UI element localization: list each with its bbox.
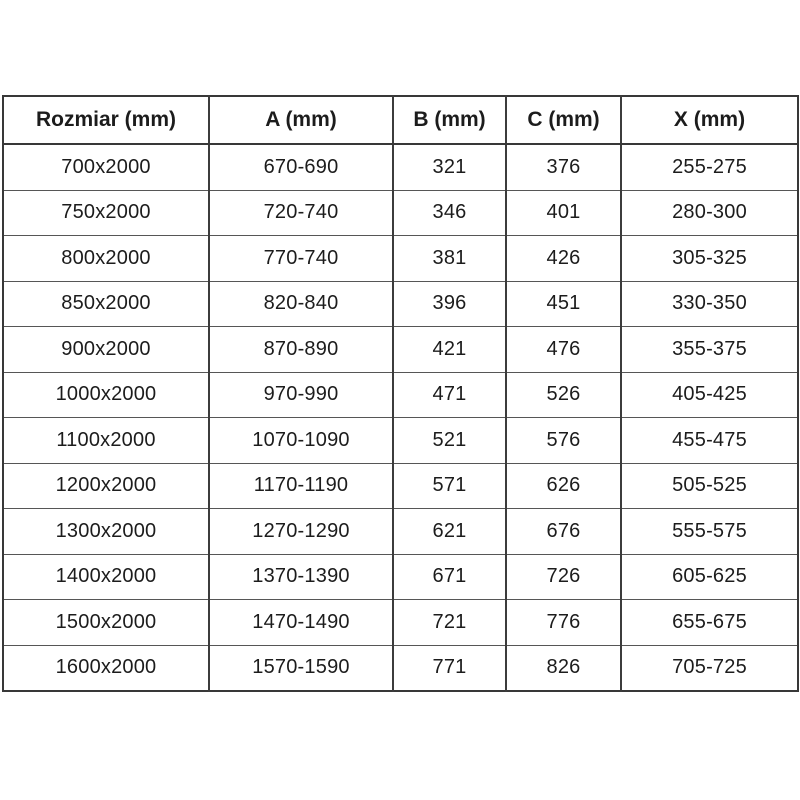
table-cell-a: 970-990	[208, 371, 394, 418]
table-cell-x: 280-300	[620, 189, 799, 236]
table-cell-c: 476	[505, 326, 622, 373]
table-row: 1100x2000 1070-1090 521 576 455-475	[2, 417, 799, 464]
table-cell-b: 421	[392, 326, 507, 373]
table-cell-rozmiar: 1400x2000	[2, 553, 210, 600]
table-cell-b: 621	[392, 508, 507, 555]
table-cell-x: 305-325	[620, 235, 799, 282]
table-cell-rozmiar: 1600x2000	[2, 644, 210, 692]
table-cell-c: 426	[505, 235, 622, 282]
header-cell-c: C (mm)	[505, 95, 622, 145]
table-row: 1400x2000 1370-1390 671 726 605-625	[2, 553, 799, 600]
header-cell-a: A (mm)	[208, 95, 394, 145]
table-cell-c: 776	[505, 599, 622, 646]
table-cell-x: 655-675	[620, 599, 799, 646]
table-cell-x: 505-525	[620, 462, 799, 509]
table-cell-b: 771	[392, 644, 507, 692]
table-cell-b: 346	[392, 189, 507, 236]
table-cell-x: 605-625	[620, 553, 799, 600]
table-cell-c: 826	[505, 644, 622, 692]
table-cell-a: 670-690	[208, 143, 394, 191]
table-cell-a: 1070-1090	[208, 417, 394, 464]
table-row: 850x2000 820-840 396 451 330-350	[2, 280, 799, 327]
table-cell-x: 355-375	[620, 326, 799, 373]
table-cell-x: 330-350	[620, 280, 799, 327]
table-cell-rozmiar: 1300x2000	[2, 508, 210, 555]
table-cell-a: 820-840	[208, 280, 394, 327]
table-cell-rozmiar: 850x2000	[2, 280, 210, 327]
table-cell-c: 726	[505, 553, 622, 600]
table-cell-b: 381	[392, 235, 507, 282]
table-row: 750x2000 720-740 346 401 280-300	[2, 189, 799, 236]
table-row: 700x2000 670-690 321 376 255-275	[2, 143, 799, 191]
header-cell-b: B (mm)	[392, 95, 507, 145]
table-cell-b: 721	[392, 599, 507, 646]
table-row: 1200x2000 1170-1190 571 626 505-525	[2, 462, 799, 509]
table-cell-b: 521	[392, 417, 507, 464]
table-cell-c: 451	[505, 280, 622, 327]
table-row: 1300x2000 1270-1290 621 676 555-575	[2, 508, 799, 555]
table-cell-rozmiar: 1100x2000	[2, 417, 210, 464]
table-cell-c: 401	[505, 189, 622, 236]
table-row: 1000x2000 970-990 471 526 405-425	[2, 371, 799, 418]
table-cell-a: 870-890	[208, 326, 394, 373]
table-cell-a: 770-740	[208, 235, 394, 282]
table-cell-b: 471	[392, 371, 507, 418]
table-cell-rozmiar: 700x2000	[2, 143, 210, 191]
size-dimensions-table: Rozmiar (mm) A (mm) B (mm) C (mm) X (mm)…	[2, 95, 799, 692]
table-cell-x: 705-725	[620, 644, 799, 692]
table-cell-a: 1170-1190	[208, 462, 394, 509]
table-row: 800x2000 770-740 381 426 305-325	[2, 235, 799, 282]
table-row: 900x2000 870-890 421 476 355-375	[2, 326, 799, 373]
header-cell-x: X (mm)	[620, 95, 799, 145]
table-cell-rozmiar: 800x2000	[2, 235, 210, 282]
table-cell-x: 405-425	[620, 371, 799, 418]
table-cell-x: 555-575	[620, 508, 799, 555]
table-cell-c: 626	[505, 462, 622, 509]
table-cell-rozmiar: 1000x2000	[2, 371, 210, 418]
table-cell-a: 1370-1390	[208, 553, 394, 600]
table-cell-b: 321	[392, 143, 507, 191]
table-cell-a: 1570-1590	[208, 644, 394, 692]
table-row: 1600x2000 1570-1590 771 826 705-725	[2, 644, 799, 692]
table-cell-c: 526	[505, 371, 622, 418]
table-cell-x: 255-275	[620, 143, 799, 191]
table-cell-c: 576	[505, 417, 622, 464]
table-cell-b: 396	[392, 280, 507, 327]
table-cell-a: 720-740	[208, 189, 394, 236]
table-cell-b: 671	[392, 553, 507, 600]
header-cell-rozmiar: Rozmiar (mm)	[2, 95, 210, 145]
table-cell-rozmiar: 1200x2000	[2, 462, 210, 509]
table-cell-rozmiar: 900x2000	[2, 326, 210, 373]
table-cell-x: 455-475	[620, 417, 799, 464]
table-cell-a: 1270-1290	[208, 508, 394, 555]
table-cell-b: 571	[392, 462, 507, 509]
header-row: Rozmiar (mm) A (mm) B (mm) C (mm) X (mm)	[2, 95, 799, 145]
table-cell-rozmiar: 750x2000	[2, 189, 210, 236]
table-cell-a: 1470-1490	[208, 599, 394, 646]
table-cell-c: 676	[505, 508, 622, 555]
table-row: 1500x2000 1470-1490 721 776 655-675	[2, 599, 799, 646]
table-cell-c: 376	[505, 143, 622, 191]
table-cell-rozmiar: 1500x2000	[2, 599, 210, 646]
